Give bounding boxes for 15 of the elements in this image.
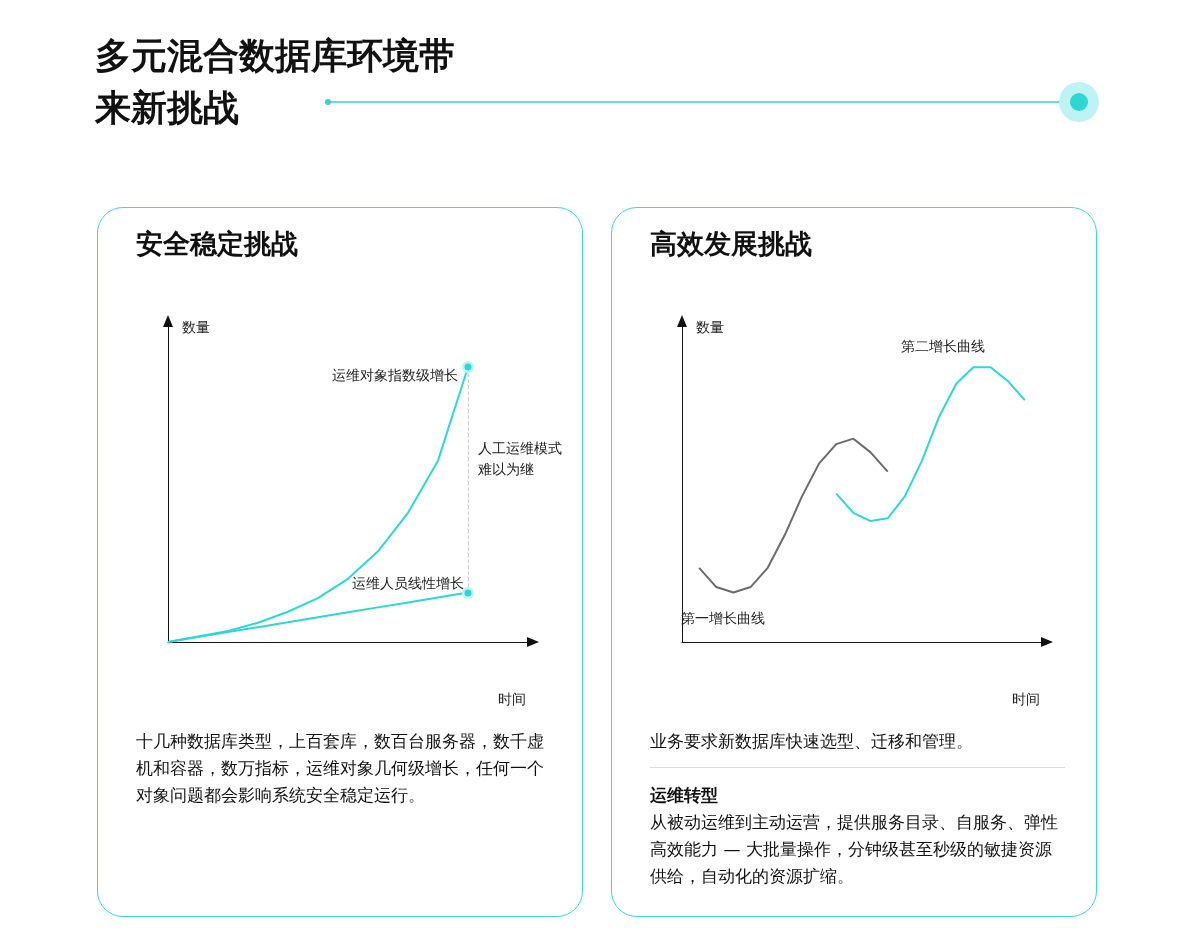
series-label: 运维对象指数级增长 — [332, 367, 458, 384]
series-label: 第二增长曲线 — [901, 338, 986, 355]
y-axis-title: 数量 — [696, 319, 724, 335]
y-axis-title: 数量 — [182, 319, 210, 335]
text: 业务要求新数据库快速选型、迁移和管理。 — [650, 730, 974, 753]
text: 多元混合数据库环境带来新挑战 — [95, 34, 455, 130]
chart-title: 安全稳定挑战 — [136, 227, 298, 261]
x-axis-title: 时间 — [1012, 691, 1040, 707]
text: 运维转型 — [650, 784, 719, 807]
x-axis-title: 时间 — [498, 691, 526, 707]
chart-title: 高效发展挑战 — [650, 227, 812, 261]
text: 从被动运维到主动运营，提供服务目录、自服务、弹性高效能力 — 大批量操作，分钟级甚至秒级的敏捷资源供给，自动化的资源扩缩。 — [650, 811, 1059, 888]
series-label: 运维人员线性增长 — [352, 575, 464, 592]
annotation: 人工运维模式难以为继 — [477, 440, 562, 478]
text: 十几种数据库类型，上百套库，数百台服务器，数千虚机和容器，数万指标，运维对象几何级增长，任何一个对象问题都会影响系统安全稳定运行。 — [136, 730, 545, 807]
